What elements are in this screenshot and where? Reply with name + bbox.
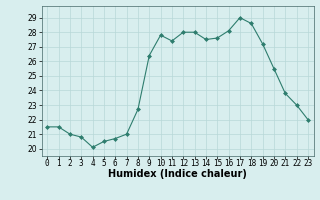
X-axis label: Humidex (Indice chaleur): Humidex (Indice chaleur)	[108, 169, 247, 179]
